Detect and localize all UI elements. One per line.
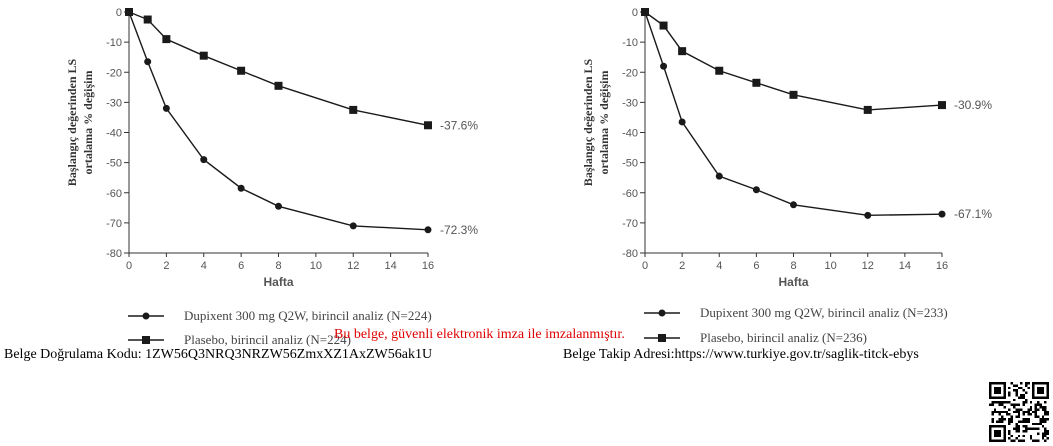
data-point [424, 226, 432, 234]
data-point [274, 81, 283, 90]
x-tick-label: 0 [126, 260, 132, 272]
y-tick-label: -20 [622, 67, 638, 79]
y-tick-label: -70 [622, 218, 638, 230]
data-point [162, 35, 171, 44]
y-tick-label: -40 [622, 128, 638, 140]
x-tick-label: 14 [899, 260, 911, 272]
y-tick-label: -80 [106, 248, 122, 260]
data-point [162, 104, 170, 112]
y-tick-label: -60 [622, 188, 638, 200]
x-tick-label: 2 [163, 260, 169, 272]
data-point [349, 222, 357, 230]
data-label: -72.3% [440, 223, 478, 237]
data-point [678, 118, 686, 126]
y-tick-label: -50 [106, 158, 122, 170]
data-point [752, 186, 760, 194]
chart-2: 0 -10 -20 -30 -40 -50 -60 -70 -80 0 2 4 6 8 10 12 14 16 Ha… [581, 7, 992, 345]
x-axis-label: Hafta [263, 275, 293, 289]
data-point [641, 8, 649, 16]
legend-label: Dupixent 300 mg Q2W, birincil analiz (N=… [184, 308, 432, 323]
data-label: -30.9% [954, 98, 992, 112]
y-axis-label: Başlangıç değerinden LS [65, 59, 79, 187]
qr-code-icon [989, 382, 1049, 442]
y-axis-label: ortalama % değişim [81, 71, 95, 175]
verification-code: Belge Doğrulama Kodu: 1ZW56Q3NRQ3NRZW56Z… [4, 347, 433, 362]
data-point [143, 15, 152, 24]
data-point [715, 66, 724, 75]
series-line [128, 11, 429, 126]
data-point [200, 156, 208, 164]
x-tick-label: 6 [753, 260, 759, 272]
x-tick-label: 8 [275, 260, 281, 272]
data-point [237, 66, 246, 75]
data-label: -67.1% [954, 207, 992, 221]
data-point [349, 105, 358, 114]
x-tick-label: 4 [716, 260, 722, 272]
y-tick-label: -40 [106, 128, 122, 140]
data-point [938, 210, 946, 218]
data-point [275, 202, 282, 210]
data-point [237, 184, 245, 192]
legend-marker [142, 336, 150, 344]
data-point [424, 121, 432, 130]
y-tick-label: -60 [106, 188, 122, 200]
y-tick-label: -50 [622, 158, 638, 170]
y-tick-label: 0 [116, 7, 122, 19]
x-tick-label: 6 [238, 260, 244, 272]
data-point [660, 62, 668, 70]
data-point [789, 90, 798, 99]
chart-1: 0 -10 -20 -30 -40 -50 -60 -70 -80 0 2 4 6 8 10 12 14 16 Ha… [65, 7, 478, 347]
y-tick-label: -80 [622, 248, 638, 260]
x-tick-label: 2 [679, 260, 685, 272]
series-line [128, 11, 429, 231]
legend-label: Plasebo, birincil analiz (N=236) [700, 330, 867, 345]
x-tick-label: 16 [422, 260, 434, 272]
y-tick-label: -20 [106, 67, 122, 79]
legend-label: Dupixent 300 mg Q2W, birincil analiz (N=… [700, 305, 948, 320]
y-tick-label: -10 [622, 37, 638, 49]
y-axis-label: Başlangıç değerinden LS [581, 59, 595, 187]
y-axis-label: ortalama % değişim [597, 71, 611, 175]
signature-note: Bu belge, güvenli elektronik imza ile im… [334, 327, 625, 342]
x-tick-label: 8 [790, 260, 796, 272]
data-label: -37.6% [440, 118, 478, 132]
y-tick-label: 0 [632, 7, 638, 19]
x-tick-label: 0 [642, 260, 648, 272]
data-point [790, 201, 797, 209]
legend-label: Plasebo, birincil analiz (N=224) [184, 332, 351, 347]
x-tick-label: 4 [201, 260, 207, 272]
x-tick-label: 12 [347, 260, 359, 272]
data-point [752, 78, 761, 87]
y-tick-label: -30 [622, 97, 638, 109]
data-point [678, 47, 687, 56]
data-point [199, 51, 208, 60]
y-tick-label: -70 [106, 218, 122, 230]
y-tick-label: -10 [106, 37, 122, 49]
legend-marker [658, 309, 666, 317]
legend-marker [658, 334, 666, 342]
x-tick-label: 10 [310, 260, 322, 272]
data-point [659, 21, 668, 30]
data-point [144, 58, 152, 66]
data-point [938, 101, 946, 110]
x-tick-label: 16 [936, 260, 948, 272]
series-line [644, 11, 943, 217]
y-tick-label: -30 [106, 97, 122, 109]
charts-canvas: 0 -10 -20 -30 -40 -50 -60 -70 -80 0 2 4 6 8 10 12 14 16 Ha… [65, 7, 992, 347]
x-axis-label: Hafta [778, 275, 808, 289]
x-tick-label: 10 [825, 260, 837, 272]
data-point [125, 8, 133, 16]
tracking-address: Belge Takip Adresi:https://www.turkiye.g… [563, 347, 919, 362]
x-tick-label: 14 [385, 260, 397, 272]
x-tick-label: 12 [862, 260, 874, 272]
data-point [863, 105, 872, 114]
legend-marker [142, 312, 150, 320]
series-line [644, 11, 943, 111]
data-point [715, 172, 723, 180]
data-point [864, 211, 872, 219]
